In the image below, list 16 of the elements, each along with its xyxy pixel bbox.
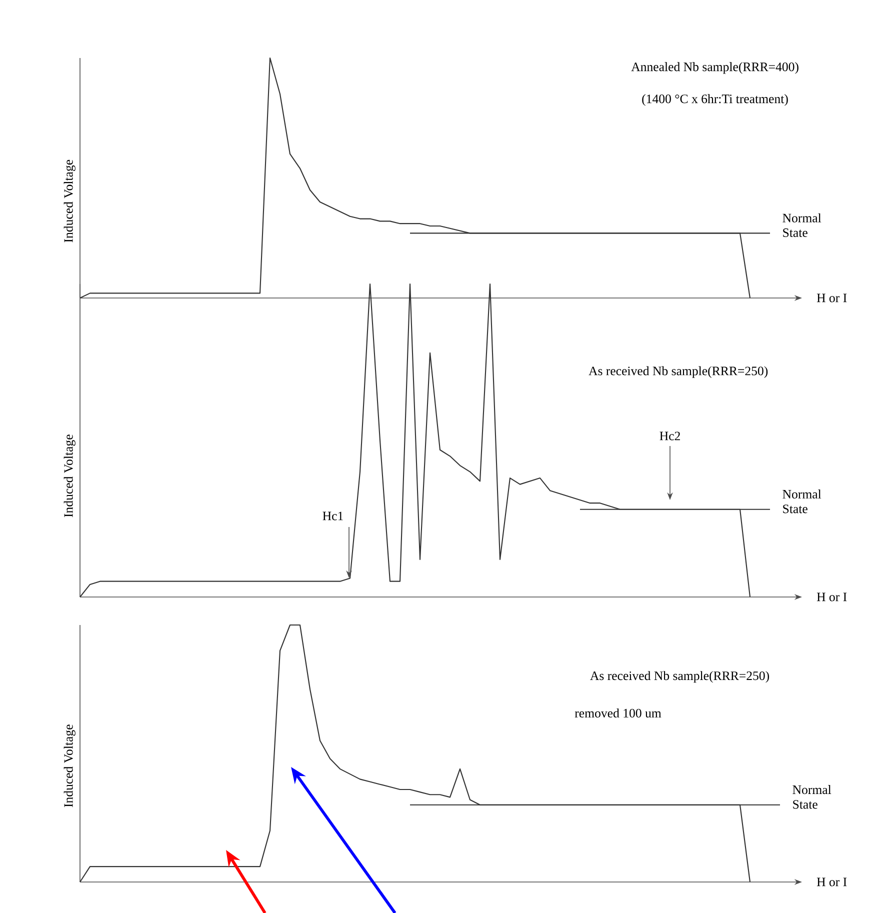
chart-title: Annealed Nb sample(RRR=400) [631,62,798,74]
annotation: Hc2 [660,432,680,440]
x-axis-title: H or I [816,592,847,602]
series-label: Normal State [792,785,832,809]
x-axis-title: H or I [816,878,847,886]
series-label: Normal State [782,490,822,514]
y-axis-title: Induced Voltage [64,434,76,518]
y-axis-title: Induced Voltage [64,724,76,808]
text: As received Nb sample(RRR=250) [588,366,768,378]
text: removed 100 um [574,708,662,718]
y-axis-title: Induced Voltage [64,160,76,242]
text: As received Nb sample(RRR=250) [590,671,770,683]
annotation: Hc1 [322,512,343,520]
series-label: Normal State [782,213,822,238]
text: (1400 °C x 6hr:Ti treatment) [642,94,788,106]
x-axis-title: H or I [816,294,847,302]
